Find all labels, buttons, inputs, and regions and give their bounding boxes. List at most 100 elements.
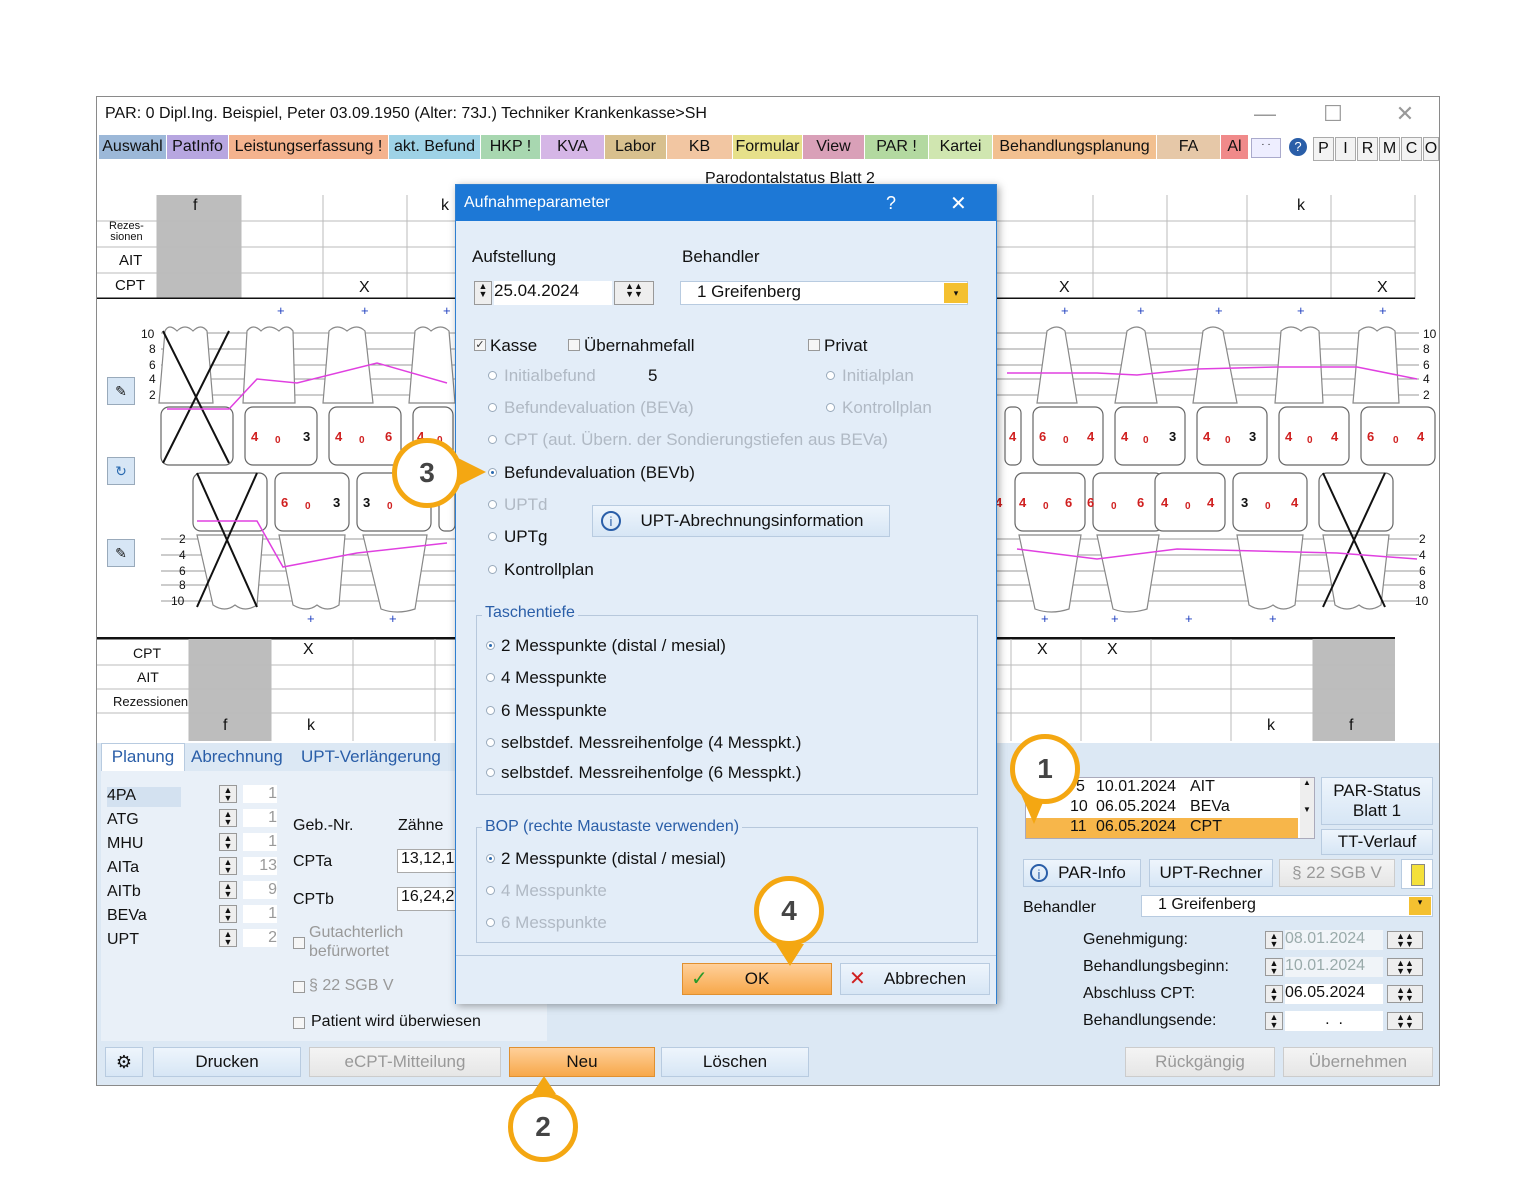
list-item[interactable]: 10 06.05.2024 BEVa xyxy=(1026,798,1296,818)
tab-kartei[interactable]: Kartei xyxy=(929,135,993,159)
tab-planung[interactable]: Planung xyxy=(101,743,185,772)
tab-auswahl[interactable]: Auswahl xyxy=(99,135,167,159)
spinner[interactable]: ▲ ▼ xyxy=(219,881,237,899)
help-icon[interactable]: ? xyxy=(1289,138,1307,156)
tab-formular[interactable]: Formular xyxy=(733,135,803,159)
minimize-button[interactable]: — xyxy=(1254,101,1276,126)
btn-m[interactable]: M xyxy=(1379,137,1400,161)
btn-i[interactable]: I xyxy=(1335,137,1356,161)
tab-patinfo[interactable]: PatInfo xyxy=(167,135,229,159)
sgb-checkbox[interactable] xyxy=(293,981,305,993)
plan-value[interactable]: 1 xyxy=(243,785,277,803)
par-status-button[interactable]: PAR-Status Blatt 1 xyxy=(1321,777,1433,825)
radio-privat-kontrollplan[interactable] xyxy=(826,403,835,412)
gear-icon[interactable]: ⚙ xyxy=(105,1047,143,1077)
tab-akt-befund[interactable]: akt. Befund xyxy=(389,135,481,159)
ok-button[interactable]: ✓ OK xyxy=(682,963,832,995)
spinner[interactable]: ▲ ▼ xyxy=(219,785,237,803)
radio-bop-2[interactable] xyxy=(486,854,495,863)
ecpt-button[interactable]: eCPT-Mitteilung xyxy=(309,1047,501,1077)
dropdown-icon[interactable]: ▾ xyxy=(1409,897,1431,915)
radio-tt-custom4[interactable] xyxy=(486,738,495,747)
ueberwiesen-checkbox[interactable] xyxy=(293,1017,305,1029)
scrollbar[interactable]: ▲ ▼ xyxy=(1300,778,1314,838)
behandler-select[interactable]: 1 Greifenberg xyxy=(1141,895,1433,917)
date-spinner[interactable]: ▲ ▼ xyxy=(474,281,492,305)
date-spinner[interactable]: ▲▲ ▼▼ xyxy=(1387,931,1423,949)
dropdown-icon[interactable]: ▾ xyxy=(944,283,968,303)
rueckgaengig-button[interactable]: Rückgängig xyxy=(1125,1047,1275,1077)
spinner[interactable]: ▲ ▼ xyxy=(219,809,237,827)
plan-value[interactable]: 1 xyxy=(243,905,277,923)
btn-o[interactable]: O xyxy=(1423,137,1439,161)
radio-initialbefund[interactable] xyxy=(488,371,497,380)
dialog-help-button[interactable]: ? xyxy=(886,193,897,213)
date-spinner[interactable]: ▲▲ ▼▼ xyxy=(1387,985,1423,1003)
radio-bevb[interactable] xyxy=(488,468,497,477)
list-item-selected[interactable]: 11 06.05.2024 CPT xyxy=(1026,818,1298,838)
tab-hkp[interactable]: HKP ! xyxy=(481,135,541,159)
tab-abrechnung[interactable]: Abrechnung xyxy=(191,747,283,766)
spinner[interactable]: ▲ ▼ xyxy=(219,929,237,947)
behandler-select[interactable]: 1 Greifenberg xyxy=(680,281,968,305)
btn-c[interactable]: C xyxy=(1401,137,1422,161)
btn-r[interactable]: R xyxy=(1357,137,1378,161)
aufstellung-field[interactable]: 25.04.2024 xyxy=(494,281,612,305)
radio-kontrollplan[interactable] xyxy=(488,565,497,574)
refresh-icon[interactable]: ↻ xyxy=(107,457,135,485)
radio-tt-6[interactable] xyxy=(486,706,495,715)
plan-value[interactable]: 9 xyxy=(243,881,277,899)
dialog-close-button[interactable]: ✕ xyxy=(950,193,967,215)
tab-fa[interactable]: FA xyxy=(1157,135,1221,159)
neu-button[interactable]: Neu xyxy=(509,1047,655,1077)
spinner[interactable]: ▲ ▼ xyxy=(219,833,237,851)
plan-value[interactable]: 1 xyxy=(243,809,277,827)
radio-bop-6[interactable] xyxy=(486,918,495,927)
genehmigung-field[interactable]: 08.01.2024 xyxy=(1285,930,1383,950)
abschluss-cpt-field[interactable]: 06.05.2024 xyxy=(1285,984,1383,1004)
date-spinner[interactable]: ▲▲ ▼▼ xyxy=(614,281,654,305)
radio-bop-4[interactable] xyxy=(486,886,495,895)
tab-leistungserfassung[interactable]: Leistungserfassung ! xyxy=(229,135,389,159)
radio-cpt[interactable] xyxy=(488,435,497,444)
date-spinner[interactable]: ▲ ▼ xyxy=(1265,1012,1283,1030)
clipboard-icon[interactable] xyxy=(1401,859,1433,889)
radio-tt-4[interactable] xyxy=(486,673,495,682)
tab-kva[interactable]: KVA xyxy=(541,135,605,159)
tab-labor[interactable]: Labor xyxy=(605,135,667,159)
zaehne-field[interactable]: 13,12,1 xyxy=(397,849,458,873)
zaehne-field[interactable]: 16,24,2 xyxy=(397,887,458,911)
plan-value[interactable]: 1 xyxy=(243,833,277,851)
plan-value[interactable]: 2 xyxy=(243,929,277,947)
abbrechen-button[interactable]: ✕ Abbrechen xyxy=(840,963,990,995)
drucken-button[interactable]: Drucken xyxy=(153,1047,301,1077)
close-button[interactable]: ✕ xyxy=(1395,101,1415,126)
spinner[interactable]: ▲ ▼ xyxy=(219,857,237,875)
behandlungsende-field[interactable]: . . xyxy=(1285,1011,1383,1031)
radio-uptg[interactable] xyxy=(488,532,497,541)
tab-upt-verlaengerung[interactable]: UPT-Verlängerung xyxy=(301,747,441,766)
upt-rechner-button[interactable]: UPT-Rechner xyxy=(1149,859,1273,887)
tab-al[interactable]: Al xyxy=(1221,135,1249,159)
uebernehmen-button[interactable]: Übernehmen xyxy=(1283,1047,1433,1077)
tab-behandlungsplanung[interactable]: Behandlungsplanung xyxy=(993,135,1157,159)
upt-info-button[interactable]: i UPT-Abrechnungsinformation xyxy=(592,505,890,537)
plan-value[interactable]: 13 xyxy=(243,857,277,875)
radio-tt-custom6[interactable] xyxy=(486,768,495,777)
date-spinner[interactable]: ▲▲ ▼▼ xyxy=(1387,1012,1423,1030)
radio-uptd[interactable] xyxy=(488,500,497,509)
privat-checkbox[interactable] xyxy=(808,339,820,351)
tab-view[interactable]: View xyxy=(803,135,865,159)
pencil-icon[interactable]: ✎ xyxy=(107,539,135,567)
spinner[interactable]: ▲ ▼ xyxy=(219,905,237,923)
list-item[interactable]: 5 10.01.2024 AIT xyxy=(1026,778,1296,798)
uebernahmefall-checkbox[interactable] xyxy=(568,339,580,351)
tab-par[interactable]: PAR ! xyxy=(865,135,929,159)
tab-kb[interactable]: KB xyxy=(667,135,733,159)
gutachterlich-checkbox[interactable] xyxy=(293,937,305,949)
history-list[interactable]: 5 10.01.2024 AIT 10 06.05.2024 BEVa 11 0… xyxy=(1025,777,1315,839)
loeschen-button[interactable]: Löschen xyxy=(661,1047,809,1077)
par-info-button[interactable]: i PAR-Info xyxy=(1023,859,1141,887)
maximize-button[interactable]: ☐ xyxy=(1323,101,1343,126)
tab-scroll-arrows[interactable]: · · xyxy=(1251,138,1281,158)
